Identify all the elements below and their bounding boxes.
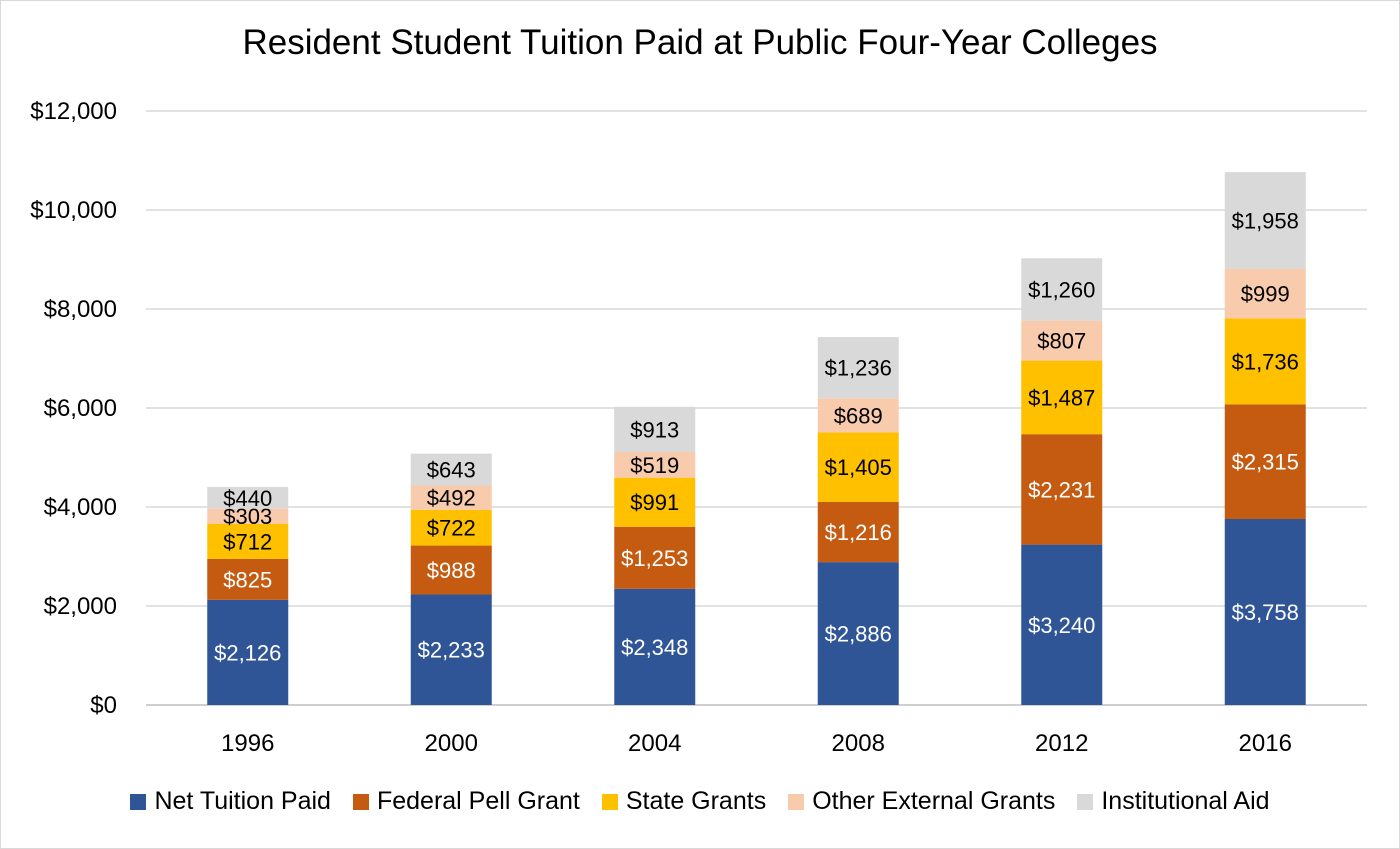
data-label: $825: [223, 567, 272, 592]
bar-segment: [410, 594, 492, 705]
y-tick-label: $6,000: [44, 395, 117, 422]
bar-segment: [1021, 320, 1103, 361]
bar-segment: [410, 453, 492, 486]
bar-segment: [410, 485, 492, 510]
legend-item: Other External Grants: [788, 787, 1055, 816]
legend-label: State Grants: [625, 787, 767, 815]
bar-segment: [1224, 172, 1306, 270]
x-tick-label: 2008: [832, 730, 885, 757]
bar-segment: [207, 486, 289, 509]
bar-segment: [207, 523, 289, 559]
x-tick-label: 2004: [628, 730, 681, 757]
data-label: $519: [630, 453, 679, 478]
data-label: $722: [427, 516, 476, 541]
bar-segment: [1021, 360, 1103, 435]
x-tick-label: 2000: [425, 730, 478, 757]
x-tick-label: 2012: [1035, 730, 1088, 757]
bar-segment: [1021, 544, 1103, 705]
legend-label: Other External Grants: [812, 787, 1056, 815]
data-label: $807: [1037, 329, 1086, 354]
legend-item: State Grants: [601, 787, 767, 816]
bar-segment: [817, 337, 899, 399]
bar-segment: [1021, 434, 1103, 545]
y-tick-label: $10,000: [30, 197, 117, 224]
y-tick-label: $8,000: [44, 296, 117, 323]
x-tick-label: 1996: [221, 730, 274, 757]
data-label: $3,758: [1232, 600, 1299, 625]
legend-item: Net Tuition Paid: [130, 787, 331, 816]
legend-swatch: [352, 793, 369, 810]
data-label: $2,233: [418, 638, 485, 663]
data-label: $1,260: [1028, 277, 1095, 302]
legend-label: Net Tuition Paid: [154, 787, 331, 815]
bar-segment: [614, 477, 696, 527]
data-label: $1,487: [1028, 385, 1095, 410]
data-label: $991: [630, 490, 679, 515]
legend-label: Institutional Aid: [1101, 787, 1270, 815]
bar-segment: [207, 599, 289, 705]
bar-segment: [410, 545, 492, 595]
data-label: $712: [223, 529, 272, 554]
data-label: $1,958: [1232, 209, 1299, 234]
data-label: $999: [1241, 282, 1290, 307]
data-label: $2,348: [621, 635, 688, 660]
chart-title: Resident Student Tuition Paid at Public …: [242, 23, 1158, 62]
bar-segment: [207, 508, 289, 524]
data-label: $2,886: [825, 622, 892, 647]
bar-segment: [1224, 518, 1306, 705]
data-label: $2,231: [1028, 477, 1095, 502]
data-label: $492: [427, 486, 476, 511]
bar-segment: [614, 406, 696, 453]
bar-segment: [817, 501, 899, 563]
y-tick-label: $2,000: [44, 593, 117, 620]
legend-swatch: [130, 793, 147, 810]
legend-swatch: [1077, 793, 1094, 810]
bar-segment: [817, 562, 899, 705]
data-label: $3,240: [1028, 613, 1095, 638]
legend-item: Federal Pell Grant: [352, 787, 580, 816]
data-label: $1,253: [621, 546, 688, 571]
x-tick-label: 2016: [1239, 730, 1292, 757]
y-tick-label: $4,000: [44, 494, 117, 521]
bar-segment: [614, 452, 696, 478]
data-label: $643: [427, 458, 476, 483]
bar-segment: [1021, 258, 1103, 321]
bar-segment: [1224, 404, 1306, 519]
bar-segment: [207, 558, 289, 600]
data-label: $1,405: [825, 455, 892, 480]
bar-segment: [614, 588, 696, 705]
data-label: $988: [427, 558, 476, 583]
data-label: $1,736: [1232, 349, 1299, 374]
bar-segment: [1224, 318, 1306, 405]
legend-swatch: [601, 793, 618, 810]
data-label: $1,236: [825, 356, 892, 381]
bar-segment: [614, 526, 696, 589]
data-label: $913: [630, 417, 679, 442]
y-tick-label: $12,000: [30, 98, 117, 125]
chart-plot-area: $0 $2,000 $4,000 $6,000 $8,000 $10,000 $12,000…: [30, 98, 1367, 757]
bar-segment: [817, 398, 899, 433]
legend-item: Institutional Aid: [1077, 787, 1270, 816]
chart-legend: Net Tuition Paid Federal Pell Grant State …: [1, 787, 1399, 816]
data-label: $2,126: [214, 640, 281, 665]
data-label: $2,315: [1232, 450, 1299, 475]
data-label: $1,216: [825, 520, 892, 545]
bar-segment: [1224, 269, 1306, 319]
data-label: $440: [223, 486, 272, 511]
bar-segment: [410, 509, 492, 546]
y-tick-label: $0: [90, 692, 117, 719]
legend-swatch: [788, 793, 805, 810]
legend-label: Federal Pell Grant: [376, 787, 580, 815]
bar-segment: [817, 432, 899, 502]
data-label: $689: [834, 403, 883, 428]
